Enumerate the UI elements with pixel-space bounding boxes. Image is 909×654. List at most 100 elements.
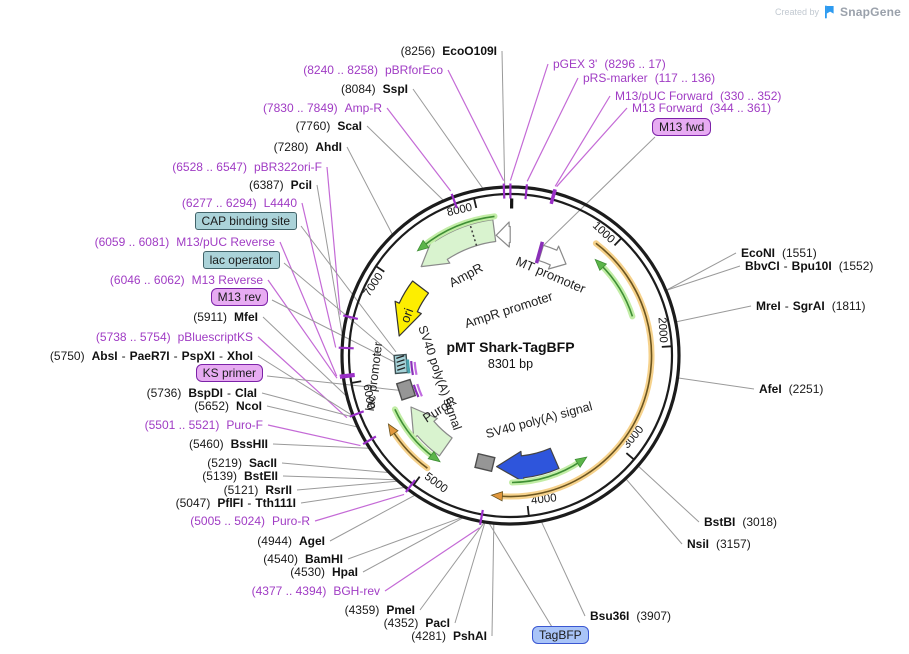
leader-line bbox=[447, 69, 505, 181]
leader-line bbox=[266, 375, 416, 393]
leader-line bbox=[501, 50, 506, 187]
leader-line bbox=[300, 487, 405, 504]
leader-line bbox=[316, 184, 343, 335]
ring-tick bbox=[473, 198, 478, 209]
ring-tick bbox=[351, 380, 362, 384]
primer-site-tick bbox=[479, 509, 484, 525]
map-leader-lines bbox=[257, 50, 755, 637]
leader-line bbox=[261, 392, 353, 418]
leader-line bbox=[542, 136, 656, 247]
polya-signal-box bbox=[395, 378, 417, 401]
leader-line bbox=[346, 146, 393, 235]
leader-line bbox=[625, 478, 683, 545]
small-feature-mark bbox=[412, 384, 420, 398]
feature-arrow-ori bbox=[394, 280, 430, 337]
leader-line bbox=[329, 494, 415, 542]
plasmid-name: pMT Shark-TagBFP bbox=[446, 339, 575, 355]
small-feature-mark bbox=[416, 383, 423, 397]
leader-line bbox=[366, 125, 444, 201]
leader-line bbox=[296, 480, 397, 491]
orf-arcs bbox=[387, 213, 655, 502]
orf-arrowhead bbox=[416, 239, 430, 252]
leader-line bbox=[272, 443, 369, 449]
feature-name-label: AmpR promoter bbox=[463, 288, 556, 331]
feature-arrow-ampr bbox=[420, 219, 497, 268]
small-feature-mark bbox=[410, 361, 414, 376]
orf-arrowhead bbox=[594, 258, 608, 271]
leader-line bbox=[262, 316, 347, 396]
primer-site-tick bbox=[549, 188, 556, 204]
feature-arrow-puror bbox=[410, 406, 453, 457]
leader-line bbox=[283, 262, 406, 366]
plasmid-size: 8301 bp bbox=[487, 357, 534, 371]
leader-line bbox=[257, 336, 348, 419]
feature-arrow-tagbfp bbox=[496, 447, 560, 483]
leader-line bbox=[267, 279, 338, 379]
ring-tick-label: 8000 bbox=[446, 202, 474, 219]
leader-line bbox=[666, 252, 737, 291]
feature-name-label: lac promoter bbox=[363, 341, 385, 412]
orf-arrowhead bbox=[574, 456, 588, 468]
ring-tick-label: 5000 bbox=[422, 471, 450, 496]
leader-line bbox=[362, 517, 463, 573]
leader-line bbox=[266, 405, 357, 428]
primer-site-tick bbox=[502, 183, 506, 199]
leader-line bbox=[541, 521, 586, 617]
leader-line bbox=[419, 522, 485, 611]
ring-tick-label: 2000 bbox=[656, 317, 669, 343]
ring-tick bbox=[613, 237, 622, 247]
leader-line bbox=[271, 299, 411, 371]
feature-arrow-ampr-promoter bbox=[495, 221, 511, 248]
leader-line bbox=[638, 466, 700, 523]
feature-arrow-mt-promoter bbox=[538, 244, 567, 270]
primer-site-tick bbox=[349, 410, 365, 418]
radial-feature-mark bbox=[534, 241, 545, 264]
watermark-created-by: Created by bbox=[775, 7, 820, 17]
leader-line bbox=[386, 107, 452, 192]
small-feature-mark bbox=[413, 361, 418, 376]
leader-line bbox=[279, 241, 338, 377]
primer-site-tick bbox=[550, 189, 557, 205]
leader-line bbox=[300, 225, 397, 353]
leader-line bbox=[491, 524, 495, 637]
primer-site-tick bbox=[338, 346, 354, 350]
cap-binding-site-box bbox=[393, 353, 409, 375]
ring-tick-label: 6000 bbox=[360, 383, 376, 410]
snapgene-flag-icon bbox=[824, 5, 835, 19]
leader-line bbox=[281, 462, 388, 473]
ring-tick bbox=[526, 505, 530, 516]
leader-line bbox=[554, 95, 611, 187]
leader-line bbox=[384, 527, 480, 592]
ring-tick bbox=[413, 476, 421, 485]
orf-arrowhead bbox=[387, 423, 399, 437]
primer-site-tick bbox=[339, 374, 355, 379]
orf-arrowhead bbox=[490, 491, 504, 502]
leader-line bbox=[301, 202, 337, 348]
leader-line bbox=[257, 355, 353, 416]
leader-line bbox=[556, 107, 628, 188]
leader-line bbox=[326, 166, 341, 315]
ring-tick bbox=[375, 265, 385, 273]
leader-line bbox=[678, 377, 755, 390]
leader-line bbox=[412, 88, 484, 189]
feature-marks bbox=[338, 183, 557, 525]
leader-line bbox=[282, 475, 396, 481]
feature-boundary-dash bbox=[469, 223, 478, 246]
feature-arrows bbox=[394, 219, 567, 483]
leader-line bbox=[489, 523, 553, 628]
feature-name-label: SV40 poly(A) signal bbox=[484, 399, 594, 441]
primer-site-tick bbox=[339, 372, 355, 377]
feature-name-label: AmpR bbox=[446, 260, 485, 290]
leader-line bbox=[509, 63, 549, 181]
primer-site-tick bbox=[405, 479, 416, 493]
primer-site-tick bbox=[362, 435, 377, 446]
ring-tick bbox=[625, 452, 635, 460]
small-feature-mark bbox=[406, 359, 411, 374]
leader-line bbox=[267, 424, 361, 447]
plasmid-title-block: pMT Shark-TagBFP 8301 bp bbox=[425, 339, 596, 371]
primer-site-tick bbox=[450, 193, 458, 209]
feature-name-label: ori bbox=[397, 306, 416, 325]
leader-line bbox=[666, 265, 741, 291]
